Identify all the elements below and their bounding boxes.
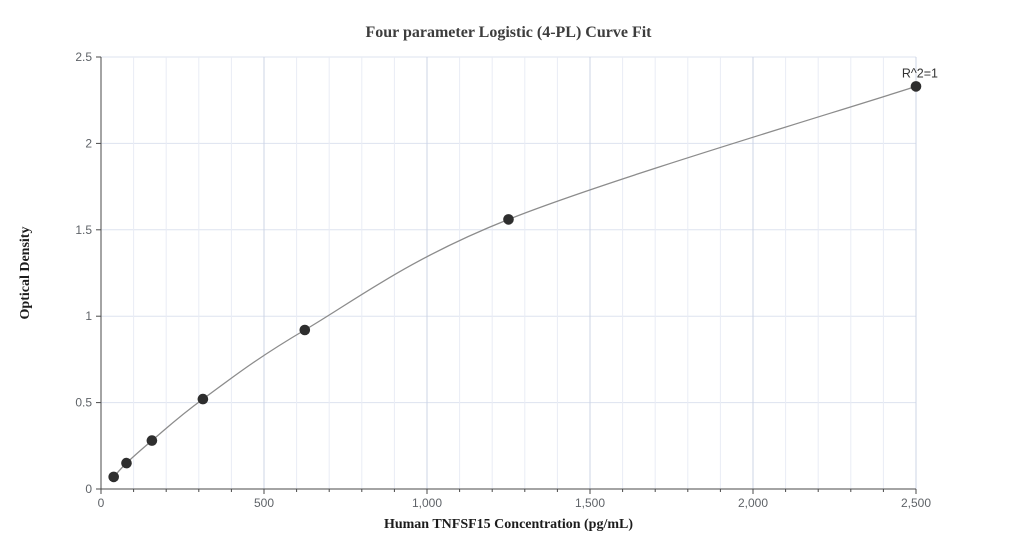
chart-title: Four parameter Logistic (4-PL) Curve Fit bbox=[365, 24, 652, 41]
y-tick-label: 0 bbox=[85, 482, 92, 496]
y-tick-label: 1 bbox=[85, 309, 92, 323]
x-tick-label: 1,500 bbox=[575, 496, 605, 510]
y-tick-label: 2.5 bbox=[75, 50, 92, 64]
data-point bbox=[121, 457, 132, 469]
data-point bbox=[108, 471, 119, 483]
y-tick-label: 2 bbox=[85, 136, 92, 150]
x-tick-label: 2,000 bbox=[738, 496, 768, 510]
data-point bbox=[503, 214, 514, 225]
x-axis-title: Human TNFSF15 Concentration (pg/mL) bbox=[383, 517, 634, 532]
x-tick-label: 1,000 bbox=[412, 496, 442, 510]
x-tick-label: 500 bbox=[254, 496, 274, 510]
x-tick-label: 0 bbox=[98, 496, 105, 510]
data-point bbox=[910, 81, 922, 92]
x-tick-label: 2,500 bbox=[901, 496, 931, 510]
data-point bbox=[197, 393, 209, 405]
fit-curve bbox=[113, 85, 917, 478]
r-squared-annotation: R^2=1 bbox=[902, 66, 938, 80]
data-point bbox=[146, 435, 158, 446]
y-tick-label: 0.5 bbox=[75, 396, 92, 410]
data-point bbox=[299, 324, 311, 336]
y-tick-label: 1.5 bbox=[75, 223, 92, 237]
